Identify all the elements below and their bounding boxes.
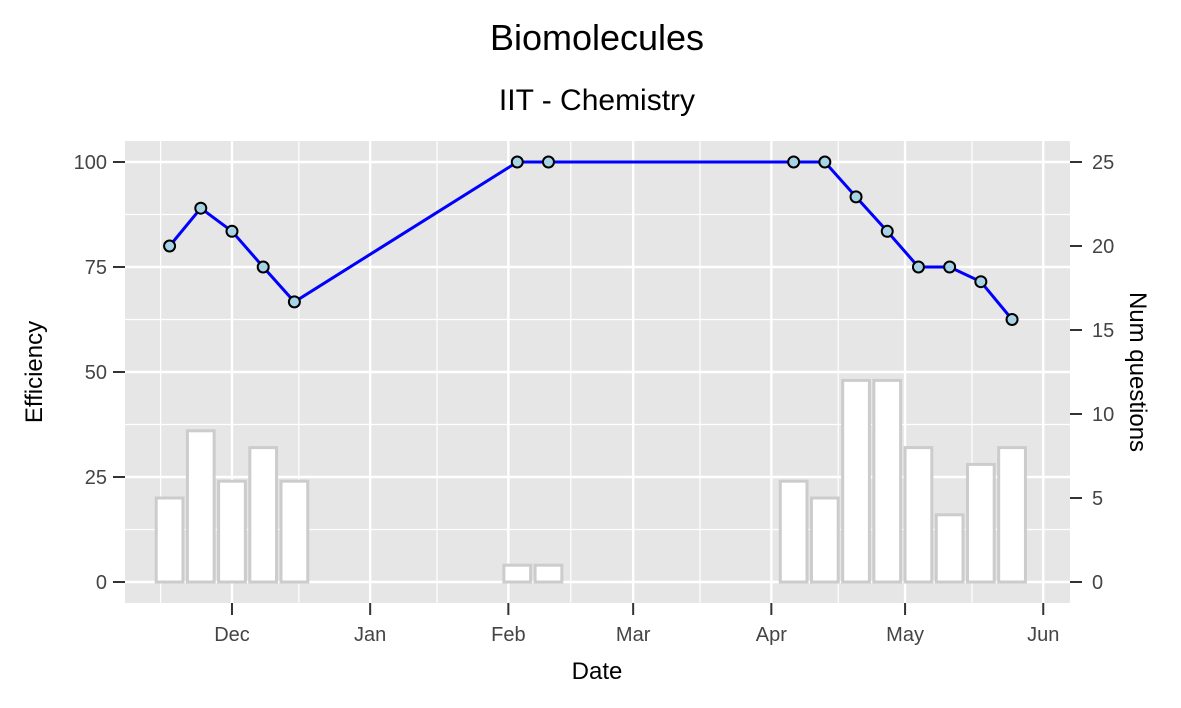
question-bar [934,513,965,584]
x-tick-label: May [886,624,924,646]
question-bar [809,496,840,584]
y-tick-label: 100 [74,152,107,174]
y2-tick-label: 25 [1092,152,1114,174]
y2-tick-label: 5 [1092,488,1103,510]
y-tick-label: 50 [85,362,107,384]
y-axis-title: Efficiency [21,321,48,423]
x-tick-label: Apr [756,624,787,646]
efficiency-point [194,201,208,215]
efficiency-point [541,155,555,169]
y2-axis-title: Num questions [1124,292,1151,452]
efficiency-point [974,275,988,289]
efficiency-point [225,224,239,238]
question-bar [248,446,279,584]
x-axis: Dec Jan Feb Mar Apr May Jun [214,603,1059,646]
y2-tick-label: 15 [1092,320,1114,342]
question-bar [903,446,934,584]
efficiency-point [256,260,270,274]
x-tick-label: Feb [491,624,525,646]
question-bars [154,378,1027,584]
x-tick-label: Jun [1027,624,1059,646]
y-axis-left: 0 25 50 75 100 [74,152,125,594]
efficiency-point [849,190,863,204]
question-bar [841,378,871,584]
efficiency-point [880,224,894,238]
question-bar [502,563,533,584]
x-tick-label: Jan [354,624,386,646]
question-bar [965,462,996,584]
chart-subtitle: IIT - Chemistry [499,84,695,117]
x-tick-label: Dec [214,624,250,646]
efficiency-point [818,155,832,169]
x-axis-title: Date [572,658,623,685]
question-bar [185,429,216,584]
efficiency-point [787,155,801,169]
question-bar [533,563,564,584]
chart-title: Biomolecules [490,17,704,58]
y-axis-right: 0 5 10 15 20 25 [1070,152,1114,594]
y2-tick-label: 10 [1092,404,1114,426]
question-bar [154,496,185,584]
question-bar [872,378,903,584]
question-bar [279,479,310,584]
y-tick-label: 75 [85,257,107,279]
y2-tick-label: 0 [1092,572,1103,594]
efficiency-point [911,260,925,274]
efficiency-point [510,155,524,169]
x-tick-label: Mar [616,624,651,646]
y-tick-label: 25 [85,467,107,489]
question-bar [778,479,809,584]
efficiency-point [287,295,301,309]
y2-tick-label: 20 [1092,236,1114,258]
y-tick-label: 0 [96,572,107,594]
efficiency-point [163,239,177,253]
efficiency-point [1005,313,1019,326]
question-bar [997,446,1027,584]
question-bar [217,479,247,584]
efficiency-points [163,155,1019,326]
efficiency-point [943,260,957,274]
